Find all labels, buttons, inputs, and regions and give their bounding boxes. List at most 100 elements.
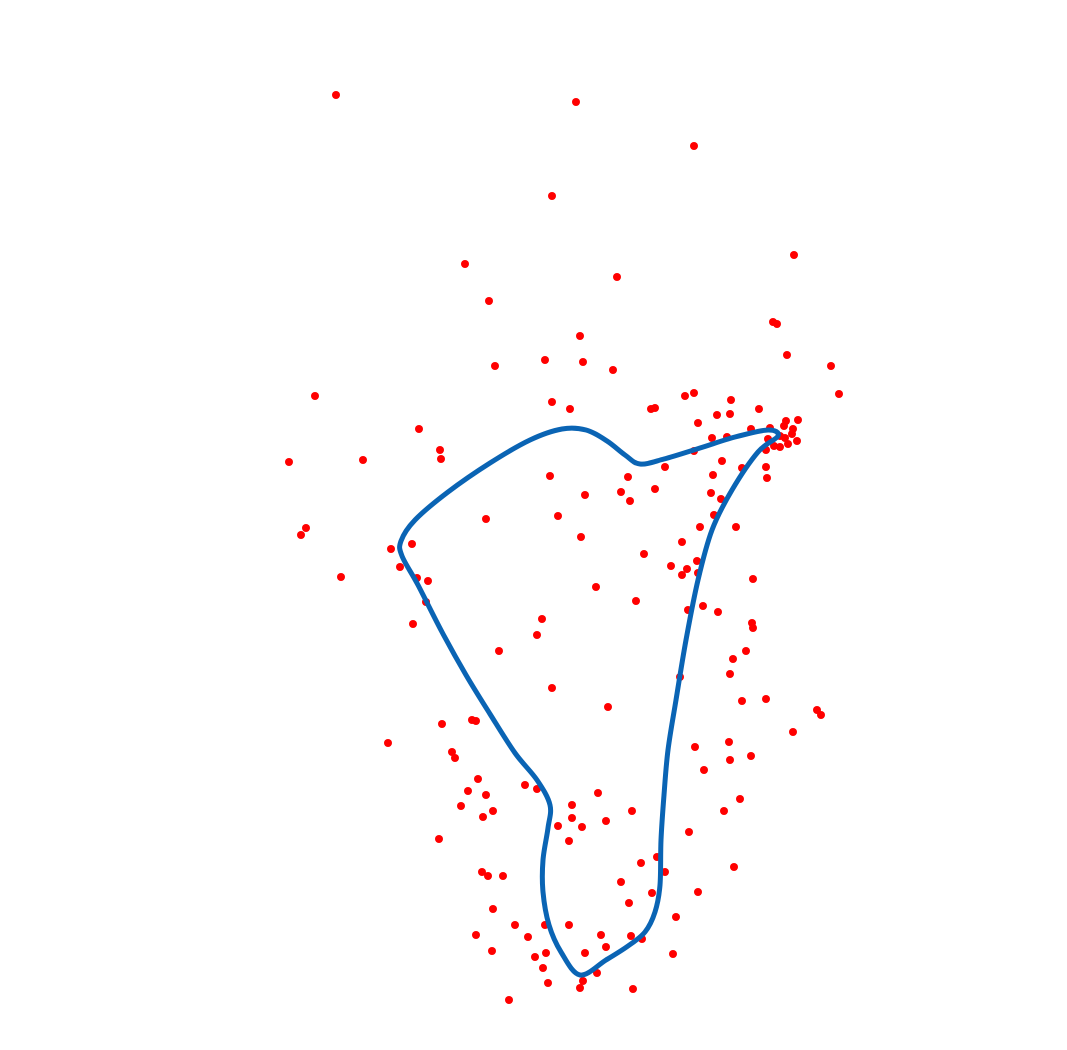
data-point bbox=[626, 497, 634, 505]
data-point bbox=[742, 647, 750, 655]
data-point bbox=[794, 416, 802, 424]
data-point bbox=[718, 457, 726, 465]
data-point bbox=[683, 565, 691, 573]
data-point bbox=[359, 456, 367, 464]
data-point bbox=[629, 985, 637, 993]
data-point bbox=[699, 602, 707, 610]
data-point bbox=[789, 425, 797, 433]
data-point bbox=[578, 823, 586, 831]
data-point bbox=[544, 979, 552, 987]
data-point bbox=[489, 807, 497, 815]
data-point bbox=[694, 419, 702, 427]
data-point bbox=[693, 557, 701, 565]
data-point bbox=[435, 835, 443, 843]
data-point bbox=[726, 756, 734, 764]
data-point bbox=[409, 620, 417, 628]
curve-series bbox=[397, 425, 781, 978]
data-point bbox=[468, 716, 476, 724]
data-point bbox=[790, 251, 798, 259]
data-point bbox=[577, 533, 585, 541]
data-point bbox=[511, 921, 519, 929]
data-point bbox=[521, 781, 529, 789]
data-point bbox=[437, 455, 445, 463]
data-point bbox=[628, 807, 636, 815]
data-point bbox=[548, 192, 556, 200]
data-point bbox=[457, 802, 465, 810]
data-point bbox=[708, 434, 716, 442]
data-point bbox=[337, 573, 345, 581]
data-point bbox=[651, 404, 659, 412]
data-point bbox=[499, 872, 507, 880]
data-point bbox=[755, 405, 763, 413]
data-point bbox=[713, 411, 721, 419]
data-point bbox=[783, 351, 791, 359]
data-point bbox=[474, 775, 482, 783]
data-point bbox=[482, 791, 490, 799]
data-point bbox=[568, 801, 576, 809]
data-point bbox=[565, 921, 573, 929]
data-point bbox=[285, 458, 293, 466]
data-point bbox=[726, 670, 734, 678]
data-point bbox=[730, 863, 738, 871]
data-point bbox=[640, 550, 648, 558]
data-point bbox=[592, 583, 600, 591]
scatter-points bbox=[285, 91, 843, 1004]
data-point bbox=[479, 813, 487, 821]
data-point bbox=[579, 977, 587, 985]
data-point bbox=[538, 615, 546, 623]
data-point bbox=[720, 807, 728, 815]
data-point bbox=[484, 872, 492, 880]
data-point bbox=[769, 318, 777, 326]
data-point bbox=[714, 608, 722, 616]
data-point bbox=[332, 91, 340, 99]
data-point bbox=[736, 795, 744, 803]
data-point bbox=[482, 515, 490, 523]
data-point bbox=[384, 739, 392, 747]
data-point bbox=[546, 472, 554, 480]
data-point bbox=[667, 562, 675, 570]
data-point bbox=[678, 571, 686, 579]
data-point bbox=[700, 766, 708, 774]
data-point bbox=[732, 523, 740, 531]
data-point bbox=[541, 356, 549, 364]
data-point bbox=[648, 889, 656, 897]
data-point bbox=[749, 575, 757, 583]
data-point bbox=[637, 859, 645, 867]
data-point bbox=[762, 695, 770, 703]
data-point bbox=[489, 905, 497, 913]
data-point bbox=[691, 743, 699, 751]
data-point bbox=[576, 332, 584, 340]
data-point bbox=[763, 474, 771, 482]
data-point bbox=[495, 647, 503, 655]
data-point bbox=[531, 953, 539, 961]
data-point bbox=[424, 577, 432, 585]
data-point bbox=[491, 362, 499, 370]
data-point bbox=[302, 524, 310, 532]
data-point bbox=[581, 491, 589, 499]
data-point bbox=[505, 996, 513, 1004]
data-point bbox=[627, 932, 635, 940]
data-point bbox=[694, 888, 702, 896]
data-point bbox=[594, 789, 602, 797]
data-point bbox=[448, 748, 456, 756]
data-point bbox=[793, 437, 801, 445]
data-point bbox=[690, 389, 698, 397]
curve-line bbox=[397, 425, 781, 978]
data-point bbox=[408, 540, 416, 548]
data-point bbox=[624, 473, 632, 481]
data-point bbox=[678, 538, 686, 546]
data-point bbox=[729, 655, 737, 663]
data-point bbox=[827, 362, 835, 370]
data-point bbox=[613, 273, 621, 281]
data-point bbox=[576, 984, 584, 992]
data-point bbox=[672, 913, 680, 921]
data-point bbox=[835, 390, 843, 398]
data-point bbox=[617, 878, 625, 886]
data-point bbox=[554, 822, 562, 830]
data-point bbox=[415, 425, 423, 433]
data-point bbox=[651, 485, 659, 493]
data-point bbox=[568, 814, 576, 822]
data-point bbox=[707, 489, 715, 497]
data-point bbox=[669, 950, 677, 958]
data-point bbox=[472, 931, 480, 939]
